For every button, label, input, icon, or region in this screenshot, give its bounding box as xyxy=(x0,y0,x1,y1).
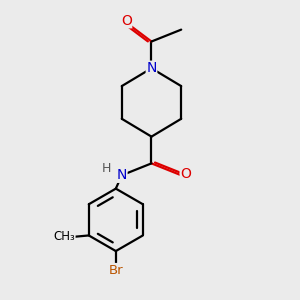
Text: N: N xyxy=(117,168,127,182)
Text: H: H xyxy=(102,162,111,175)
Text: CH₃: CH₃ xyxy=(53,230,75,243)
Text: O: O xyxy=(180,167,191,181)
Text: N: N xyxy=(146,61,157,75)
Text: Br: Br xyxy=(109,264,123,277)
Text: O: O xyxy=(121,14,132,28)
